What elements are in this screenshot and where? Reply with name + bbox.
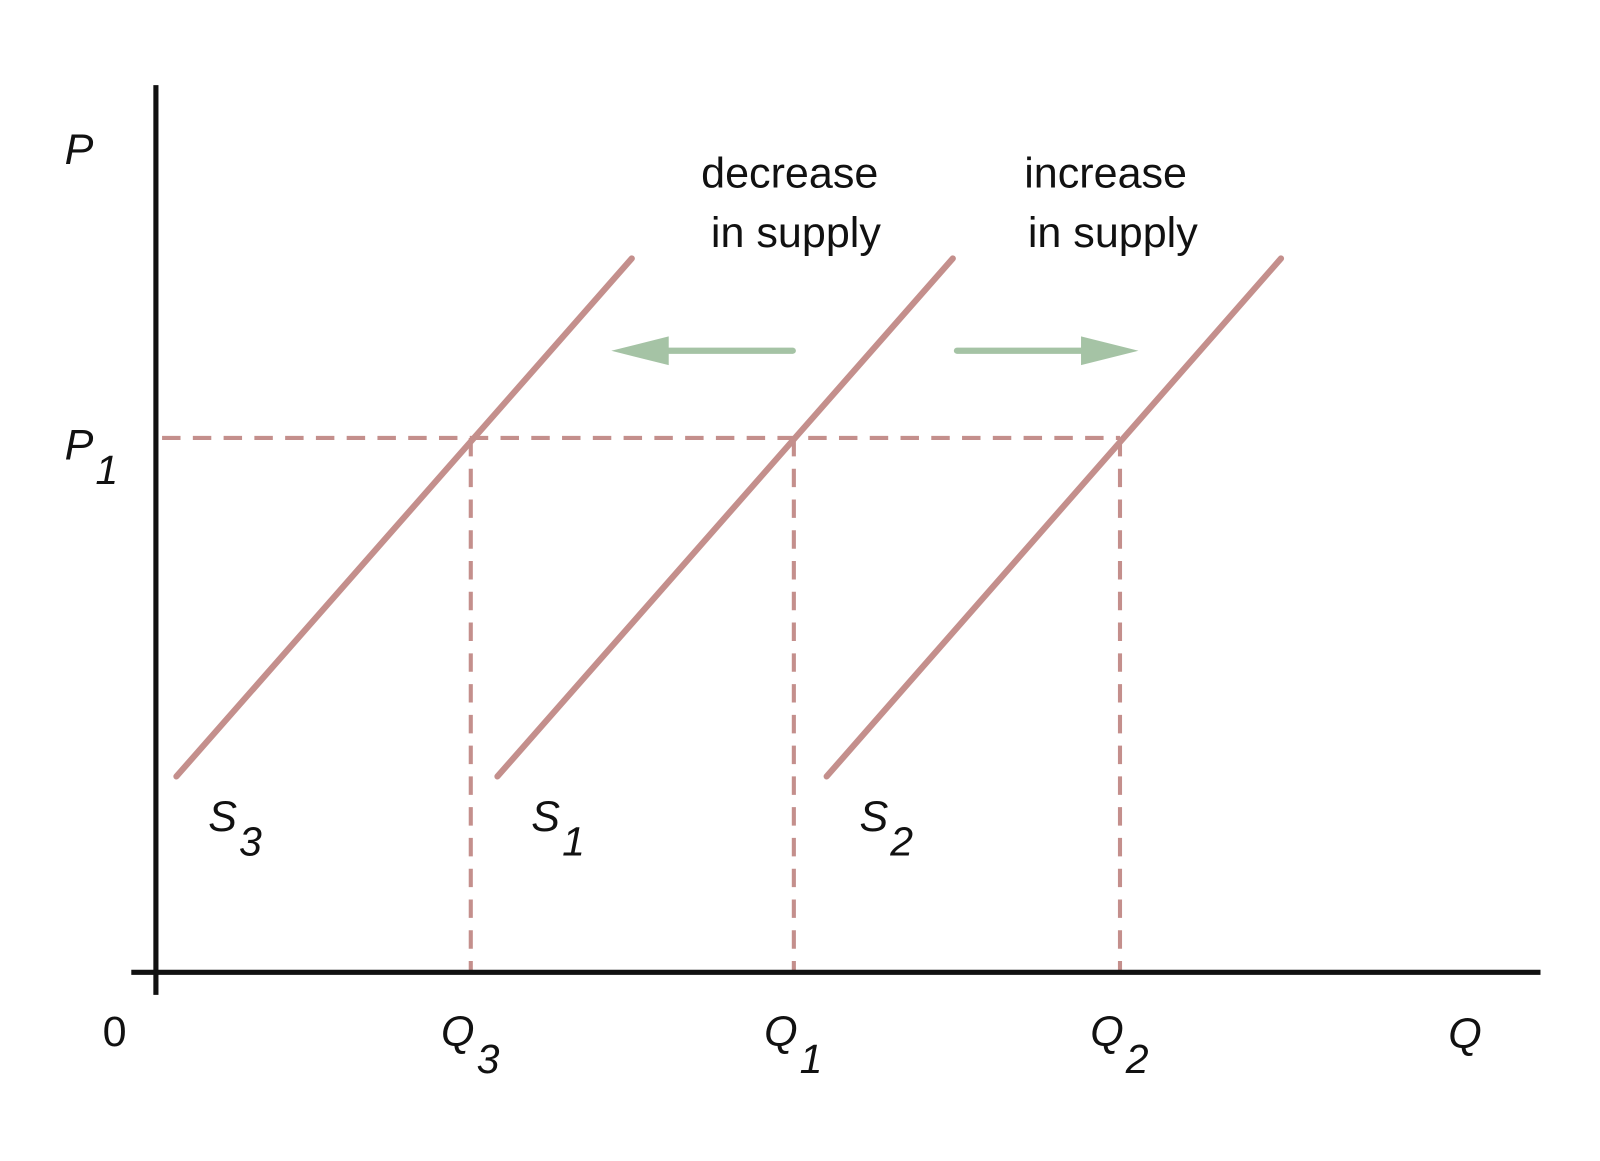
- letter: S: [859, 793, 888, 841]
- letter: Q: [1090, 1008, 1124, 1056]
- supply-curve: [823, 255, 1285, 780]
- annotation-line: in supply: [711, 209, 881, 257]
- quantity-label: Q2: [1090, 1008, 1149, 1082]
- arrow-head: [1081, 336, 1139, 366]
- letter: S: [208, 793, 237, 841]
- price-level-label: P1: [65, 421, 119, 493]
- price-axis-label: P: [65, 126, 94, 174]
- annotation-line: in supply: [1028, 209, 1198, 257]
- subscript: 3: [239, 818, 262, 864]
- letter: Q: [764, 1008, 798, 1056]
- curve-label: S2: [859, 793, 913, 865]
- subscript: 2: [1125, 1036, 1149, 1082]
- supply-curve: [173, 255, 635, 780]
- quantity-axis-label: Q: [1448, 1010, 1482, 1058]
- subscript: 1: [800, 1036, 823, 1082]
- letter: S: [531, 793, 560, 841]
- annotation-line: increase: [1024, 150, 1187, 198]
- curve-label: S3: [208, 793, 262, 865]
- subscript: 1: [95, 447, 118, 493]
- subscript: 3: [477, 1036, 500, 1082]
- arrow-head: [611, 336, 669, 366]
- annotation-line: decrease: [701, 150, 878, 198]
- letter: Q: [441, 1008, 475, 1056]
- quantity-label: Q3: [441, 1008, 500, 1082]
- letter: P: [65, 421, 94, 469]
- supply-curve: [494, 255, 956, 780]
- origin-label: 0: [103, 1008, 127, 1056]
- subscript: 2: [889, 818, 913, 864]
- quantity-label: Q1: [764, 1008, 822, 1082]
- curve-label: S1: [531, 793, 585, 865]
- subscript: 1: [562, 818, 585, 864]
